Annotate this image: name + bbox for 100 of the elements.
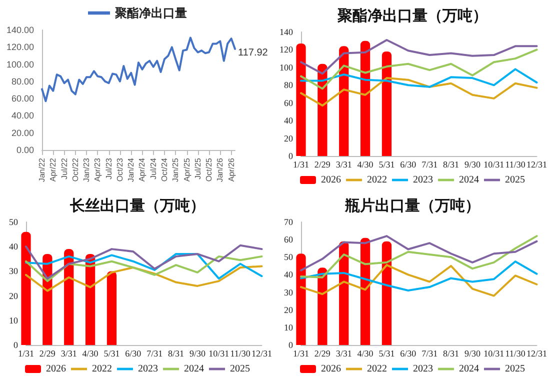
- y-tick-label: 20.00: [11, 128, 34, 138]
- x-tick-label: Oct/23: [115, 157, 124, 182]
- x-tick-label: 3/31: [336, 348, 352, 358]
- y-tick-label: 10: [284, 322, 294, 332]
- legend-label: 2024: [184, 364, 204, 374]
- y-tick-label: 20: [284, 304, 294, 315]
- x-tick-label: 3/31: [336, 160, 352, 170]
- x-tick-label: 7/31: [422, 348, 438, 358]
- x-tick-label: 2/29: [39, 348, 56, 358]
- y-tick-label: 100.00: [6, 59, 34, 70]
- x-tick-label: 7/31: [146, 348, 163, 358]
- y-tick-label: 50: [9, 217, 18, 227]
- chart-title: 长丝出口量（万吨）: [69, 198, 205, 214]
- x-tick-label: Jul/23: [104, 157, 114, 180]
- x-tick-label: Jan/22: [38, 157, 46, 182]
- legend-label: 2025: [505, 174, 525, 186]
- y-tick-label: 10: [9, 315, 18, 326]
- x-tick-label: 2/29: [314, 348, 331, 358]
- y-tick-label: 120: [280, 44, 294, 55]
- x-tick-label: 8/31: [443, 348, 460, 358]
- x-tick-label: 4/30: [357, 160, 374, 170]
- x-tick-label: Jul/25: [193, 157, 202, 180]
- y-tick-label: 0: [288, 151, 294, 161]
- y-tick-label: 70: [284, 217, 294, 227]
- bar: [106, 271, 117, 345]
- x-tick-label: 10/31: [484, 348, 504, 358]
- x-tick-label: 11/30: [505, 348, 526, 358]
- y-tick-label: 140.00: [6, 25, 34, 35]
- x-tick-label: Apr/22: [48, 157, 58, 182]
- x-tick-label: Apr/25: [182, 157, 192, 182]
- legend-label: 2025: [505, 364, 525, 374]
- x-tick-label: 1/31: [18, 348, 34, 358]
- bar: [360, 238, 370, 345]
- y-tick-label: 80.00: [11, 76, 34, 86]
- y-tick-label: 30: [9, 266, 18, 276]
- x-tick-label: 9/30: [464, 348, 481, 358]
- x-tick-label: 4/30: [82, 348, 99, 358]
- bar: [64, 249, 74, 345]
- line-series: [300, 235, 538, 278]
- y-tick-label: 40: [284, 116, 294, 126]
- legend-label: 2022: [92, 364, 112, 374]
- x-tick-label: Oct/25: [204, 157, 214, 182]
- bar: [382, 51, 392, 156]
- data-label: 117.92: [238, 47, 268, 58]
- x-tick-label: 11/30: [230, 348, 251, 358]
- legend-label: 2026: [321, 174, 341, 186]
- legend-label: 2024: [459, 364, 479, 374]
- x-tick-label: 6/30: [125, 348, 142, 358]
- line-series: [300, 68, 538, 88]
- y-tick-label: 0.00: [16, 145, 34, 155]
- y-tick-label: 80: [284, 80, 294, 90]
- x-tick-label: Apr/24: [138, 157, 147, 182]
- y-tick-label: 20: [9, 290, 18, 301]
- legend-label: 2024: [459, 174, 479, 186]
- legend-label: 2023: [138, 364, 158, 374]
- y-tick-label: 60.00: [11, 94, 34, 104]
- legend-label: 2026: [321, 364, 341, 374]
- legend-label: 2023: [413, 174, 433, 186]
- x-tick-label: 9/30: [464, 160, 481, 170]
- y-tick-label: 140: [280, 27, 294, 37]
- line-series: [41, 36, 236, 102]
- line-series: [25, 265, 263, 292]
- legend-label: 2022: [367, 174, 387, 186]
- x-tick-label: 5/31: [378, 160, 395, 170]
- y-tick-label: 50: [284, 252, 294, 262]
- bar: [318, 268, 328, 345]
- y-tick-label: 60: [284, 234, 294, 245]
- y-tick-label: 0: [288, 340, 294, 350]
- y-tick-label: 40: [284, 270, 294, 280]
- x-tick-label: Jan/23: [82, 157, 92, 182]
- chart-title: 聚酯净出口量（万吨）: [336, 8, 488, 24]
- x-tick-label: 7/31: [422, 160, 438, 170]
- bar: [382, 241, 392, 345]
- x-tick-label: 10/31: [484, 160, 504, 170]
- line-series: [300, 264, 538, 297]
- bar: [360, 40, 370, 156]
- legend-label: 聚酯净出口量: [114, 6, 187, 20]
- x-tick-label: Apr/23: [93, 157, 102, 182]
- bar: [21, 232, 31, 345]
- x-tick-label: 5/31: [378, 348, 395, 358]
- line-series: [300, 38, 538, 75]
- y-tick-label: 0: [14, 340, 18, 350]
- x-tick-label: 12/31: [526, 348, 548, 358]
- legend-label: 2025: [230, 364, 250, 374]
- x-tick-label: 12/31: [251, 348, 272, 358]
- x-tick-label: 12/31: [526, 160, 548, 170]
- x-tick-label: 1/31: [292, 160, 310, 170]
- y-tick-label: 20: [284, 133, 294, 144]
- x-tick-label: Jan/24: [126, 157, 136, 182]
- x-tick-label: Oct/24: [160, 157, 169, 182]
- x-tick-label: 2/29: [314, 160, 331, 170]
- x-tick-label: 10/31: [208, 348, 230, 358]
- x-tick-label: 6/30: [400, 160, 417, 170]
- x-tick-label: Jan/25: [171, 157, 180, 182]
- y-tick-label: 30: [284, 287, 294, 298]
- bar: [339, 241, 349, 345]
- bar: [296, 254, 306, 345]
- x-tick-label: 3/31: [60, 348, 77, 358]
- y-tick-label: 120.00: [6, 42, 34, 52]
- x-tick-label: 6/30: [400, 348, 417, 358]
